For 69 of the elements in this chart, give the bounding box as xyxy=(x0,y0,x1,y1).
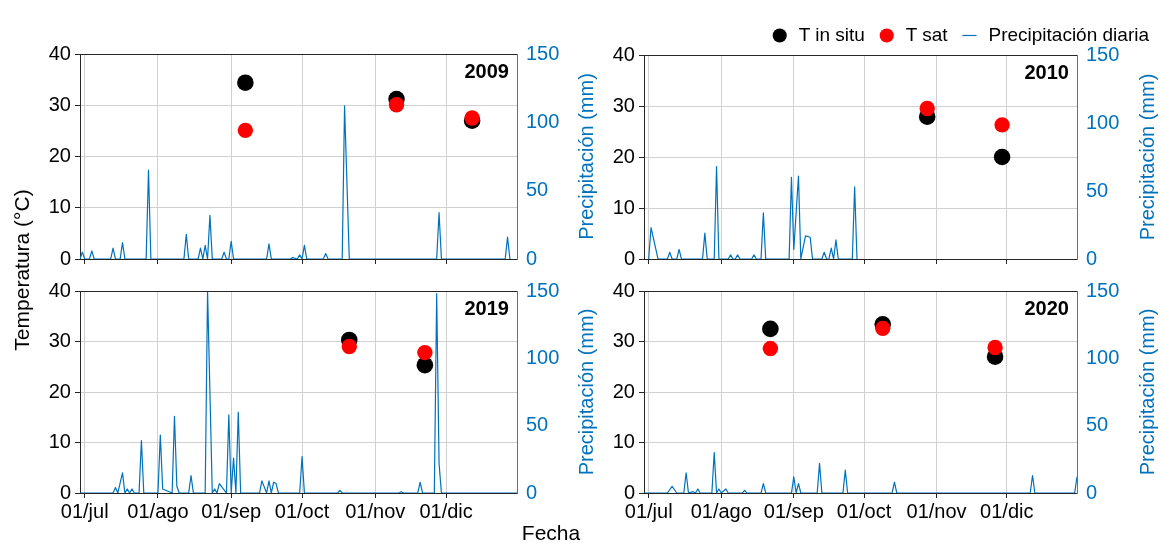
point xyxy=(762,320,779,338)
point xyxy=(993,148,1011,166)
y-tick-label: 10 xyxy=(48,195,71,218)
y2-tick-label: 50 xyxy=(526,178,549,201)
y2-tick-label: 0 xyxy=(1086,246,1098,269)
x-tick-label: 01/oct xyxy=(836,499,892,522)
y2-tick-label: 50 xyxy=(1086,178,1109,201)
y-tick-label: 0 xyxy=(59,246,71,269)
chart-title: 2020 xyxy=(1024,296,1069,319)
y-tick-label: 30 xyxy=(612,93,635,116)
y-tick-label: 10 xyxy=(612,430,635,453)
y-tick-label: 30 xyxy=(48,329,71,352)
y-tick-label: 40 xyxy=(612,278,635,301)
x-tick-label: 01/dic xyxy=(980,499,1034,522)
point xyxy=(388,97,405,113)
chart-title: 2010 xyxy=(1024,60,1069,83)
y2-tick-label: 100 xyxy=(526,345,560,368)
y2-tick-label: 100 xyxy=(1086,110,1120,133)
x-tick-label: 01/sep xyxy=(201,499,262,522)
y-tick-label: 30 xyxy=(48,92,71,115)
point xyxy=(994,117,1010,133)
y2-tick-label: 150 xyxy=(526,278,560,301)
y-tick-label: 20 xyxy=(612,144,635,167)
y2-tick-label: 0 xyxy=(1086,480,1098,503)
x-tick-label: 01/nov xyxy=(345,499,406,522)
y2-tick-label: 150 xyxy=(1086,42,1120,65)
y2-tick-label: 150 xyxy=(1086,278,1120,301)
y-tick-label: 40 xyxy=(612,42,635,65)
x-tick-label: 01/oct xyxy=(274,499,330,522)
y-tick-label: 30 xyxy=(612,329,635,352)
y-tick-label: 20 xyxy=(48,379,71,402)
x-axis-title: Fecha xyxy=(521,521,581,543)
legend-label: T in situ xyxy=(798,23,865,45)
point xyxy=(762,340,779,357)
point xyxy=(987,339,1003,356)
point xyxy=(417,344,433,361)
y2-axis-title: Precipitación (mm) xyxy=(574,308,597,476)
x-tick-label: 01/nov xyxy=(906,499,967,522)
point xyxy=(875,320,891,337)
y2-tick-label: 50 xyxy=(1086,413,1109,436)
y2-axis-title: Precipitación (mm) xyxy=(1135,73,1158,241)
point xyxy=(919,100,935,117)
x-tick-label: 01/sep xyxy=(763,499,824,522)
y-tick-label: 20 xyxy=(48,144,71,167)
legend-label: Precipitación diaria xyxy=(988,23,1150,45)
y-tick-label: 40 xyxy=(48,41,71,64)
y2-axis-title: Precipitación (mm) xyxy=(574,73,597,240)
y-tick-label: 20 xyxy=(612,379,635,402)
chart-title: 2019 xyxy=(464,296,509,319)
y2-tick-label: 100 xyxy=(526,109,560,132)
y-tick-label: 0 xyxy=(623,246,635,269)
point xyxy=(341,338,357,355)
point xyxy=(237,74,254,91)
x-tick-label: 01/ago xyxy=(127,499,189,522)
y2-tick-label: 0 xyxy=(526,246,538,269)
y2-tick-label: 50 xyxy=(526,413,549,436)
y-tick-label: 10 xyxy=(612,195,635,218)
chart-title: 2009 xyxy=(464,59,509,82)
y-axis-title: Temperatura (°C) xyxy=(10,189,34,351)
y2-tick-label: 100 xyxy=(1086,345,1120,368)
point xyxy=(237,122,254,139)
x-tick-label: 01/ago xyxy=(690,499,752,522)
y2-axis-title: Precipitación (mm) xyxy=(1135,308,1158,476)
x-tick-label: 01/dic xyxy=(419,499,473,522)
y2-tick-label: 150 xyxy=(526,41,560,64)
y2-tick-label: 0 xyxy=(526,480,538,503)
y-tick-label: 10 xyxy=(48,430,71,453)
y-tick-label: 40 xyxy=(48,278,71,301)
legend-label: T sat xyxy=(905,23,949,45)
